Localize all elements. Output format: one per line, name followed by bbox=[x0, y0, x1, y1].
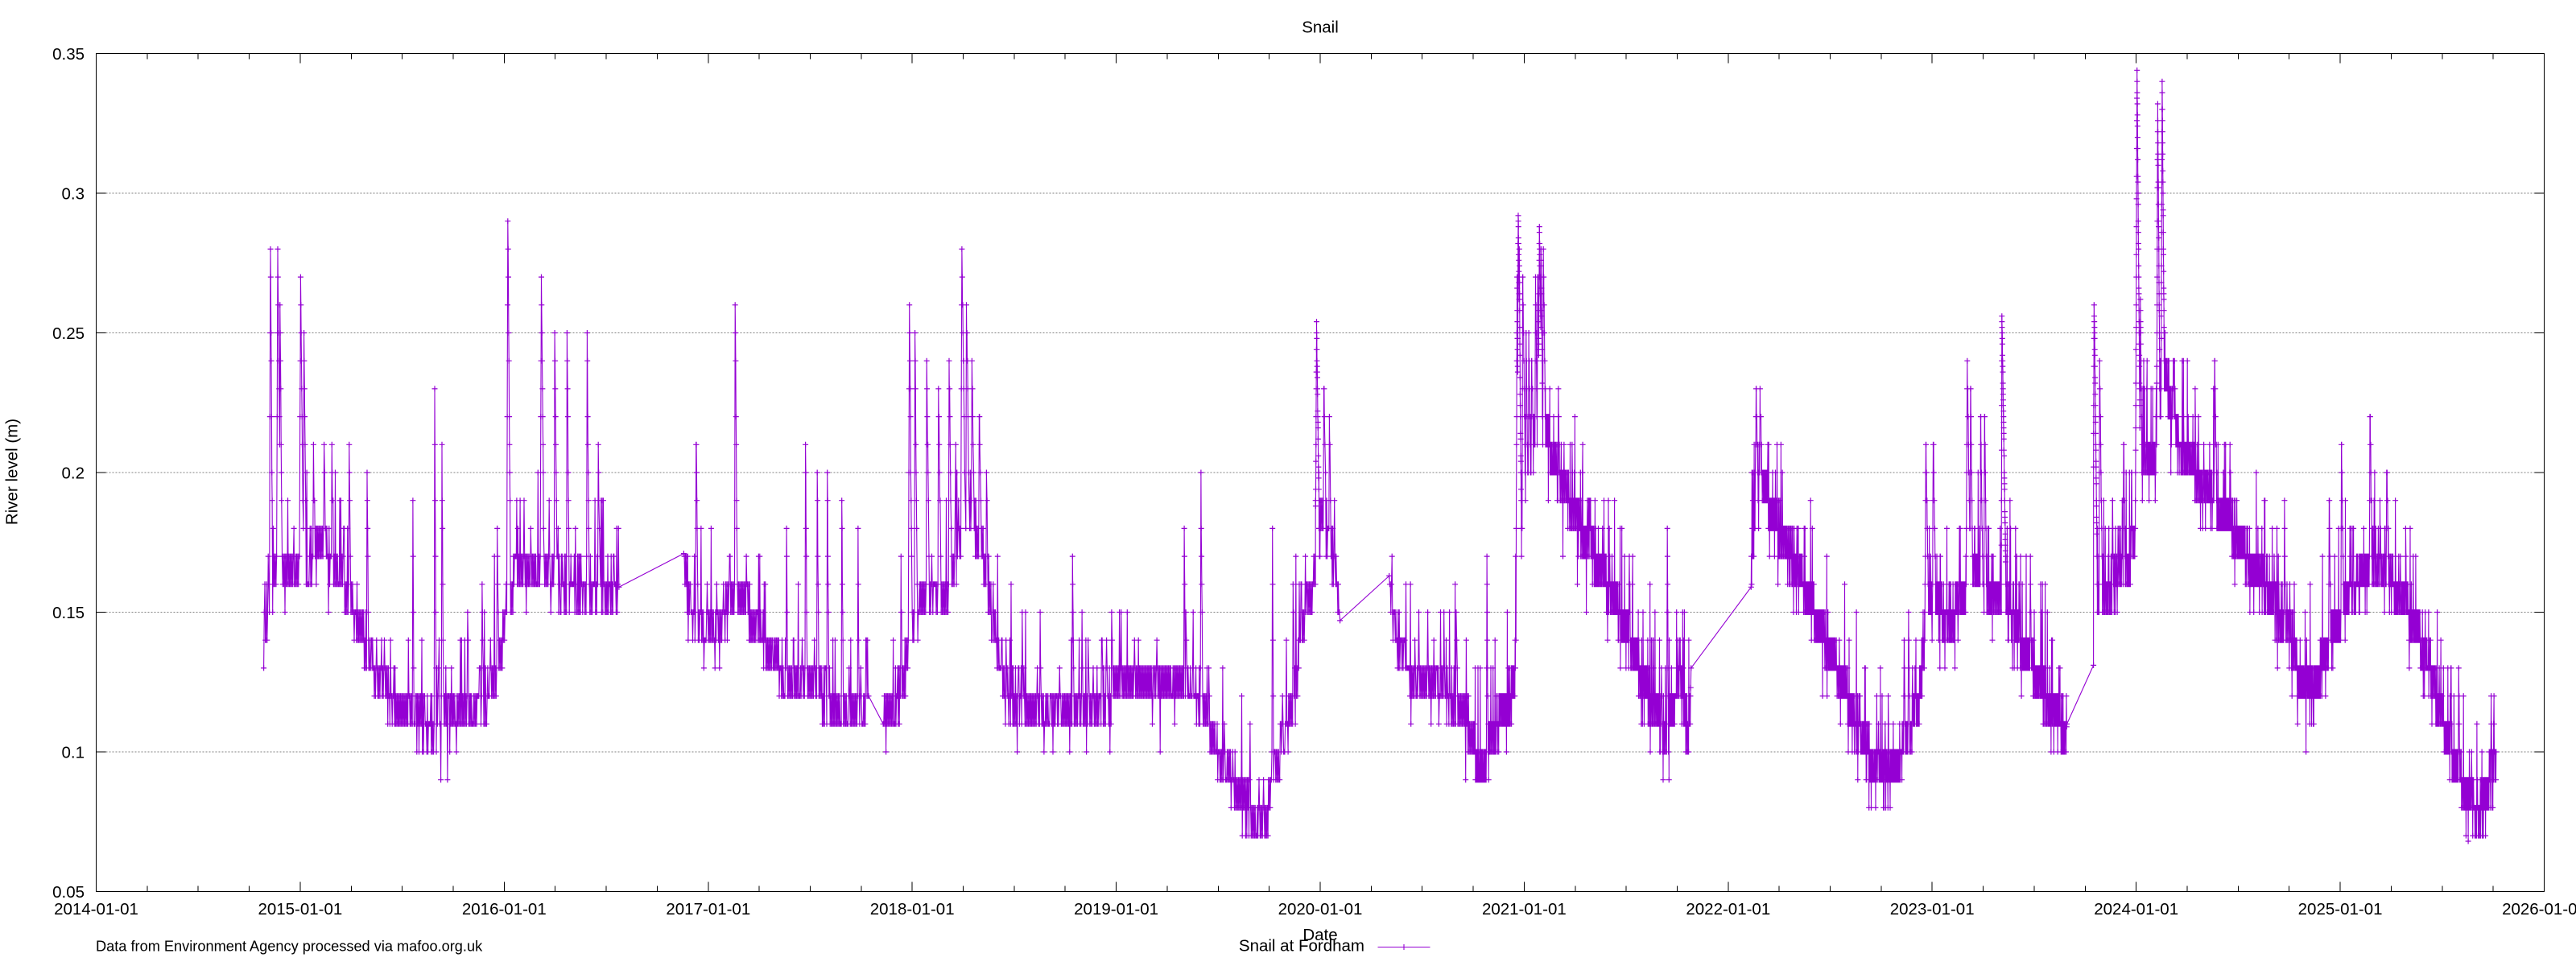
svg-text:2025-01-01: 2025-01-01 bbox=[2298, 900, 2383, 919]
svg-text:Date: Date bbox=[1302, 926, 1337, 944]
svg-text:2017-01-01: 2017-01-01 bbox=[666, 900, 750, 919]
svg-text:2024-01-01: 2024-01-01 bbox=[2094, 900, 2178, 919]
svg-text:2021-01-01: 2021-01-01 bbox=[1482, 900, 1567, 919]
svg-text:0.1: 0.1 bbox=[62, 743, 85, 762]
svg-text:Snail: Snail bbox=[1302, 18, 1339, 36]
svg-text:2026-01-01: 2026-01-01 bbox=[2502, 900, 2576, 919]
svg-text:2014-01-01: 2014-01-01 bbox=[54, 900, 138, 919]
svg-text:2022-01-01: 2022-01-01 bbox=[1686, 900, 1770, 919]
svg-text:0.2: 0.2 bbox=[62, 464, 85, 482]
svg-text:River level (m): River level (m) bbox=[3, 419, 22, 525]
svg-text:0.05: 0.05 bbox=[52, 883, 85, 902]
svg-text:Snail at Fordham: Snail at Fordham bbox=[1239, 936, 1364, 955]
svg-text:2016-01-01: 2016-01-01 bbox=[462, 900, 547, 919]
svg-text:2019-01-01: 2019-01-01 bbox=[1074, 900, 1158, 919]
svg-text:2023-01-01: 2023-01-01 bbox=[1890, 900, 1975, 919]
svg-text:2020-01-01: 2020-01-01 bbox=[1278, 900, 1363, 919]
svg-text:0.15: 0.15 bbox=[52, 604, 85, 622]
svg-text:0.25: 0.25 bbox=[52, 324, 85, 343]
svg-text:Data from Environment Agency p: Data from Environment Agency processed v… bbox=[96, 939, 483, 955]
svg-text:0.35: 0.35 bbox=[52, 45, 85, 64]
svg-text:0.3: 0.3 bbox=[62, 184, 85, 203]
svg-text:2015-01-01: 2015-01-01 bbox=[258, 900, 342, 919]
svg-text:2018-01-01: 2018-01-01 bbox=[870, 900, 955, 919]
